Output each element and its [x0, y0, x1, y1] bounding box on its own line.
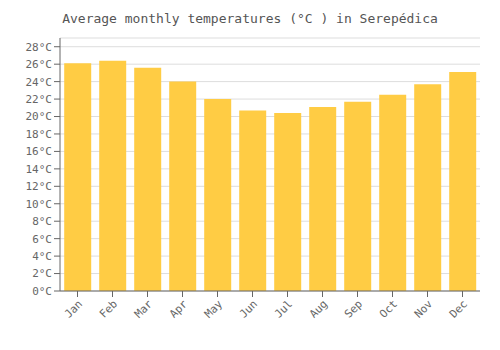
svg-text:28°C: 28°C: [26, 41, 53, 54]
svg-text:16°C: 16°C: [26, 145, 53, 158]
svg-text:0°C: 0°C: [32, 285, 52, 298]
svg-text:10°C: 10°C: [26, 198, 53, 211]
svg-text:26°C: 26°C: [26, 58, 53, 71]
svg-text:Mar: Mar: [132, 297, 156, 321]
svg-text:Aug: Aug: [307, 297, 330, 320]
svg-text:18°C: 18°C: [26, 128, 53, 141]
svg-text:24°C: 24°C: [26, 76, 53, 89]
svg-text:Nov: Nov: [412, 297, 436, 321]
svg-text:Jan: Jan: [62, 297, 85, 320]
svg-text:4°C: 4°C: [32, 250, 52, 263]
svg-text:Dec: Dec: [447, 297, 470, 320]
svg-text:20°C: 20°C: [26, 110, 53, 123]
svg-text:12°C: 12°C: [26, 180, 53, 193]
svg-text:Sep: Sep: [342, 297, 365, 320]
svg-text:Jul: Jul: [272, 297, 295, 320]
html-text:Average monthly temperatures (: Average monthly temperatures (°C ) in Se…: [62, 11, 438, 26]
svg-text:Oct: Oct: [377, 297, 400, 320]
svg-text:22°C: 22°C: [26, 93, 53, 106]
svg-text:Jun: Jun: [237, 297, 260, 320]
svg-text:6°C: 6°C: [32, 233, 52, 246]
svg-text:2°C: 2°C: [32, 267, 52, 280]
svg-text:8°C: 8°C: [32, 215, 52, 228]
svg-text:14°C: 14°C: [26, 163, 53, 176]
svg-text:Apr: Apr: [167, 297, 191, 321]
svg-text:Feb: Feb: [97, 297, 120, 320]
svg-text:May: May: [202, 297, 226, 321]
